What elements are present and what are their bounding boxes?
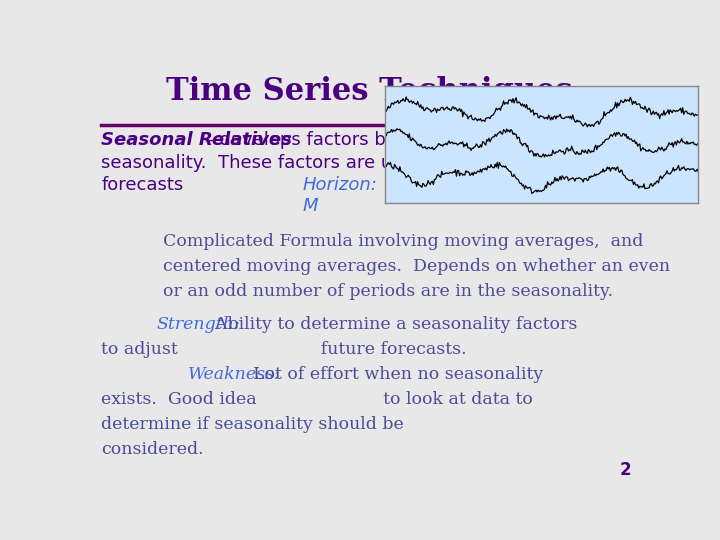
Text: 2: 2: [620, 461, 631, 479]
Text: Ability to determine a seasonality factors: Ability to determine a seasonality facto…: [204, 316, 577, 333]
Text: exists.  Good idea                       to look at data to: exists. Good idea to look at data to: [101, 391, 533, 408]
Text: – develops factors based on: – develops factors based on: [199, 131, 456, 149]
Text: centered moving averages.  Depends on whether an even: centered moving averages. Depends on whe…: [163, 258, 670, 275]
Text: Complicated Formula involving moving averages,  and: Complicated Formula involving moving ave…: [163, 233, 643, 250]
Text: Lot of effort when no seasonality: Lot of effort when no seasonality: [243, 366, 544, 383]
Text: or an odd number of periods are in the seasonality.: or an odd number of periods are in the s…: [163, 283, 613, 300]
Text: Time Series Techniques: Time Series Techniques: [166, 76, 572, 107]
Text: seasonality.  These factors are used: seasonality. These factors are used: [101, 153, 424, 172]
Text: M: M: [302, 197, 318, 215]
Text: Horizon:: Horizon:: [302, 177, 377, 194]
Text: Weakness:: Weakness:: [188, 366, 280, 383]
Text: to adjust                          future forecasts.: to adjust future forecasts.: [101, 341, 467, 358]
Text: forecasts: forecasts: [101, 177, 184, 194]
Text: determine if seasonality should be: determine if seasonality should be: [101, 416, 404, 433]
Text: Strength:: Strength:: [157, 316, 240, 333]
Text: considered.: considered.: [101, 441, 204, 458]
Text: Seasonal Relatives: Seasonal Relatives: [101, 131, 292, 149]
